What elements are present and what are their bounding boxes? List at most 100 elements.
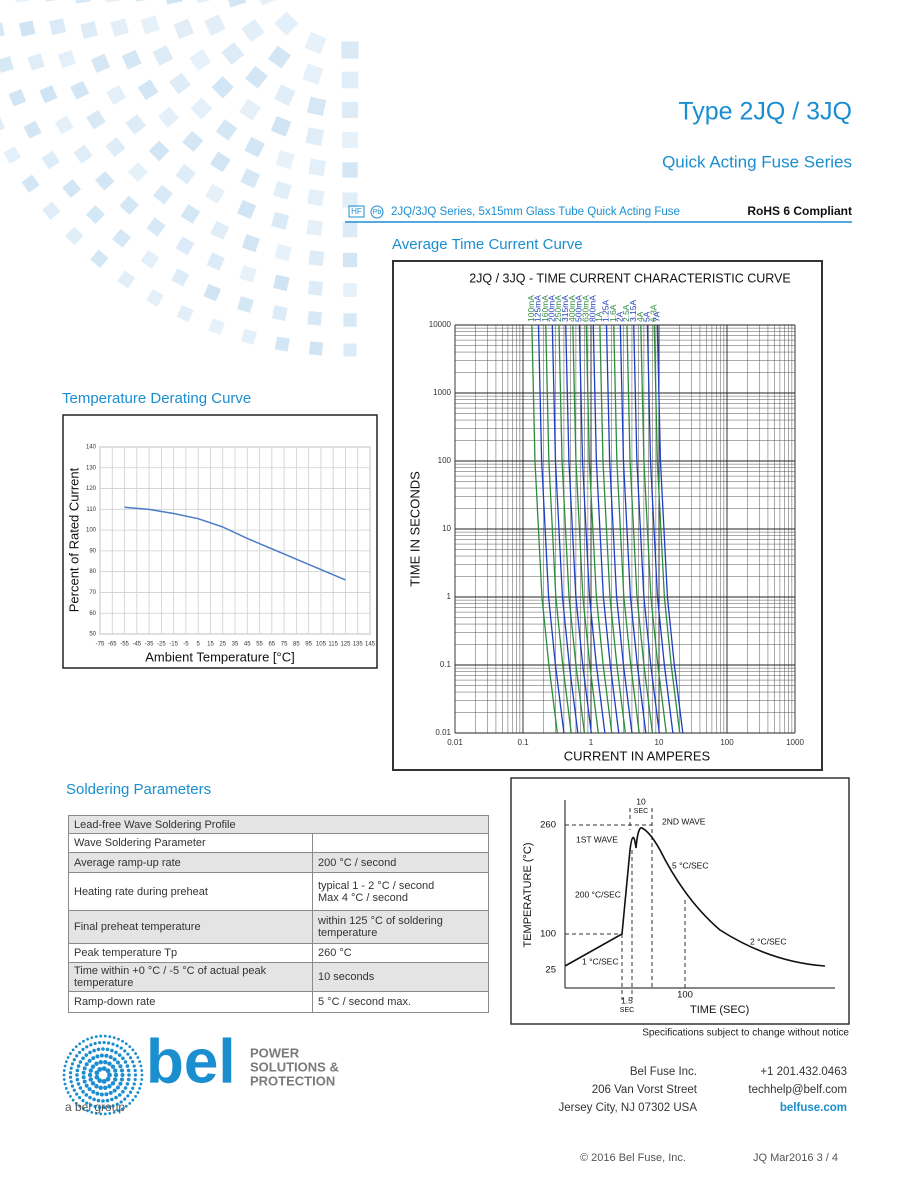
label: 25 (545, 965, 556, 976)
x-tick-label: -5 (183, 642, 189, 648)
logo-dot (90, 1036, 93, 1039)
deco-square (275, 337, 290, 352)
deco-square (239, 265, 256, 282)
logo-dot (107, 1084, 111, 1088)
chart-frame (393, 261, 822, 770)
copyright: © 2016 Bel Fuse, Inc. (580, 1152, 686, 1164)
logo-dot (133, 1064, 136, 1067)
logo-dot (104, 1054, 108, 1058)
deco-square (117, 270, 135, 288)
table-cell: Ramp-down rate (69, 992, 313, 1013)
label: 260 (540, 820, 556, 831)
logo-dot (124, 1060, 128, 1064)
logo-dot (113, 1057, 117, 1061)
deco-square (90, 250, 108, 268)
subtitle: Quick Acting Fuse Series (662, 152, 852, 171)
title: Type 2JQ / 3JQ (678, 98, 852, 126)
deco-square (308, 281, 323, 296)
logo-dot (140, 1083, 143, 1086)
contact[interactable]: belfuse.com (780, 1102, 847, 1114)
deco-square (242, 234, 260, 252)
deco-square (119, 195, 138, 214)
logo-dot (134, 1095, 137, 1098)
deco-square (191, 98, 213, 120)
logo-dot (127, 1078, 131, 1082)
deco-square (216, 119, 238, 141)
logo-dot (126, 1094, 129, 1097)
deco-square (194, 0, 213, 3)
logo-dot (89, 1077, 93, 1081)
logo-dot (126, 1082, 130, 1086)
logo-dot (76, 1078, 80, 1082)
logo-dot (114, 1073, 118, 1077)
logo-dot (125, 1042, 128, 1045)
logo-dot (91, 1090, 95, 1094)
tagline: POWER (250, 1045, 300, 1060)
contact: +1 201.432.0463 (760, 1066, 847, 1078)
logo-dot (113, 1077, 117, 1081)
label: 100 (677, 990, 693, 1001)
x-tick-label: 15 (207, 642, 214, 648)
deco-square (342, 72, 359, 89)
y-tick-label: 1 (447, 592, 452, 601)
deco-square (146, 289, 164, 307)
deco-square (73, 144, 92, 163)
logo-dot (100, 1054, 104, 1058)
logo-dot (117, 1038, 120, 1041)
label: 10 (636, 796, 646, 806)
deco-square (41, 151, 60, 170)
deco-square (27, 53, 44, 70)
table-row: Peak temperature Tp 260 °C (69, 944, 489, 963)
logo-dot (75, 1073, 79, 1077)
table-cell: Time within +0 °C / -5 °C of actual peak… (69, 963, 313, 992)
logo-dot (111, 1042, 114, 1045)
deco-square (21, 175, 39, 193)
logo-dot (114, 1096, 118, 1100)
logo-dot (131, 1099, 134, 1102)
logo-dot (103, 1086, 107, 1090)
table-cell (313, 834, 489, 853)
deco-square (19, 20, 35, 36)
deco-square (271, 212, 289, 230)
y-tick-label: 10 (442, 524, 451, 533)
label: 2ND WAVE (662, 816, 706, 826)
logo-dot (75, 1093, 78, 1096)
logo-dot (111, 1081, 115, 1085)
x-tick-label: -75 (96, 642, 105, 648)
deco-square (221, 42, 244, 65)
logo-dot (76, 1069, 80, 1073)
deco-square (65, 227, 83, 245)
badge: HF (351, 207, 362, 216)
deco-square (175, 164, 195, 184)
logo-dot (116, 1044, 119, 1047)
deco-square (106, 85, 126, 105)
logo-dot (100, 1092, 104, 1096)
deco-square (173, 19, 194, 40)
logo-dot (106, 1048, 110, 1052)
deco-square (182, 131, 203, 152)
label: 1ST WAVE (576, 834, 618, 844)
logo-dot (133, 1082, 136, 1085)
x-tick-label: 35 (232, 642, 239, 648)
logo-dot (85, 1062, 89, 1066)
x-tick-label: 55 (256, 642, 263, 648)
logo-dot (107, 1073, 112, 1078)
logo-dot (131, 1060, 134, 1063)
deco-square (169, 73, 191, 95)
deco-square (256, 0, 278, 6)
logo-dot (109, 1055, 113, 1059)
y-tick-label: 140 (86, 445, 97, 451)
deco-square (91, 54, 110, 73)
deco-square (241, 19, 264, 42)
logo-dot (120, 1046, 123, 1049)
deco-square (309, 341, 323, 355)
logo-dot (75, 1054, 78, 1057)
deco-square (44, 0, 60, 1)
y-tick-label: 70 (89, 590, 96, 596)
logo-dot (84, 1053, 88, 1057)
decoration (0, 0, 358, 357)
deco-square (134, 0, 152, 2)
deco-square (208, 318, 225, 335)
logo-dot (73, 1058, 76, 1061)
deco-square (344, 344, 357, 357)
